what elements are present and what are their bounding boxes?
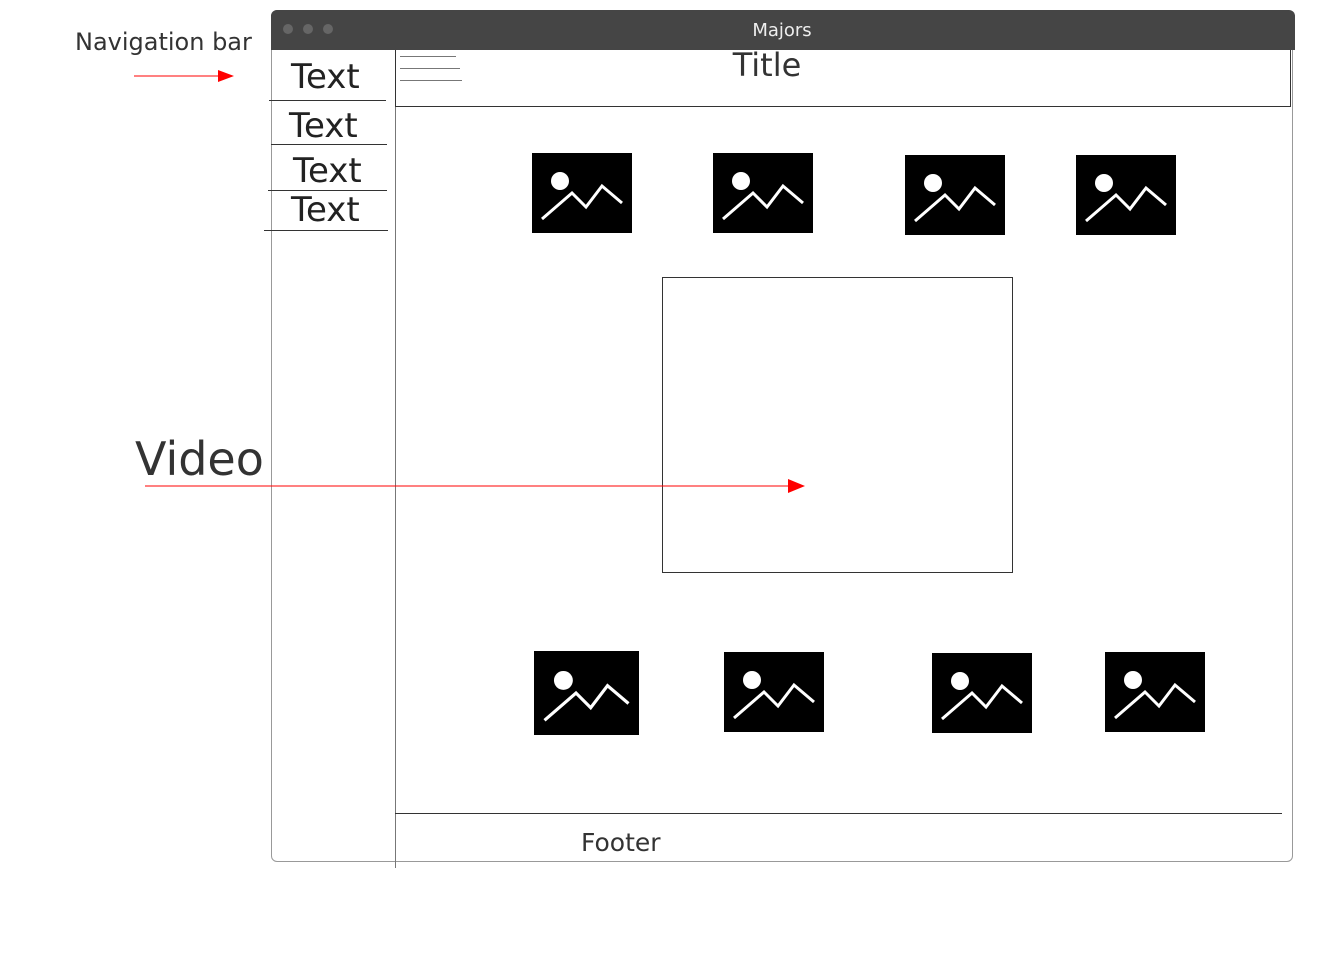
video-player[interactable]: [662, 277, 1013, 573]
hamburger-icon[interactable]: [398, 54, 463, 84]
footer-divider: [395, 813, 1282, 814]
video-annotation: Video: [135, 432, 264, 486]
nav-item-1[interactable]: Text: [291, 57, 360, 97]
page-title: Title: [732, 46, 802, 84]
image-placeholder-icon: [532, 153, 632, 233]
nav-item-4[interactable]: Text: [291, 190, 360, 230]
nav-divider: [268, 190, 387, 191]
image-placeholder-icon: [724, 652, 824, 732]
sidebar-divider: [395, 50, 396, 868]
nav-item-2[interactable]: Text: [289, 106, 358, 146]
footer-label: Footer: [581, 828, 661, 857]
navigation-bar-annotation: Navigation bar: [75, 28, 252, 56]
image-placeholder-icon: [1105, 652, 1205, 732]
window-titlebar: [271, 10, 1295, 50]
window-maximize-dot[interactable]: [323, 24, 333, 34]
nav-divider: [271, 144, 387, 145]
header-bar: [395, 50, 1291, 107]
nav-item-3[interactable]: Text: [293, 151, 362, 191]
image-placeholder-icon: [534, 651, 639, 735]
image-placeholder-icon: [932, 653, 1032, 733]
nav-divider: [269, 100, 386, 101]
window-title: Majors: [752, 20, 812, 41]
window-close-dot[interactable]: [283, 24, 293, 34]
navigation-bar-arrow: [134, 70, 234, 82]
image-placeholder-icon: [1076, 155, 1176, 235]
image-placeholder-icon: [905, 155, 1005, 235]
image-placeholder-icon: [713, 153, 813, 233]
window-minimize-dot[interactable]: [303, 24, 313, 34]
video-arrow: [145, 479, 805, 493]
nav-divider: [264, 230, 388, 231]
